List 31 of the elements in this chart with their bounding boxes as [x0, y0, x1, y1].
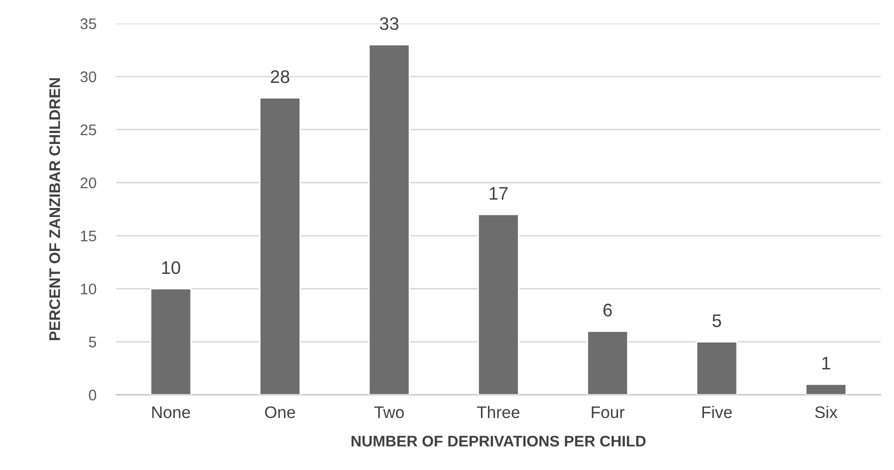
x-tick-label: Five: [702, 406, 732, 418]
x-tick-label: Four: [592, 406, 624, 418]
data-label: 10: [162, 261, 180, 274]
data-label: 28: [270, 70, 290, 84]
y-tick-label: 15: [80, 230, 96, 242]
x-tick-label: Three: [477, 406, 520, 418]
bar: [805, 383, 847, 395]
data-label: 1: [822, 356, 830, 370]
x-axis-title: NUMBER OF DEPRIVATIONS PER CHILD: [352, 436, 646, 447]
bar: [259, 97, 301, 395]
y-axis-title: PERCENT OF ZANZIBAR CHILDREN: [49, 78, 60, 340]
x-tick-label: Six: [815, 406, 838, 418]
bar: [696, 341, 738, 395]
x-tick-label: Two: [374, 406, 404, 418]
y-tick-label: 20: [80, 177, 96, 188]
y-tick-label: 0: [88, 390, 96, 400]
x-tick-label: None: [152, 406, 190, 418]
x-tick-label: One: [265, 406, 296, 418]
y-tick-label: 5: [88, 336, 96, 348]
data-label: 6: [603, 304, 612, 316]
y-tick-label: 10: [80, 284, 96, 294]
bar: [150, 288, 192, 395]
y-tick-label: 35: [80, 18, 96, 30]
data-label: 5: [712, 314, 722, 328]
bar: [586, 330, 628, 395]
data-label: 33: [380, 17, 398, 30]
y-tick-label: 25: [80, 124, 96, 136]
bar: [478, 214, 520, 395]
bar: [368, 44, 410, 395]
y-tick-label: 30: [80, 71, 96, 82]
data-label: 17: [490, 187, 508, 200]
